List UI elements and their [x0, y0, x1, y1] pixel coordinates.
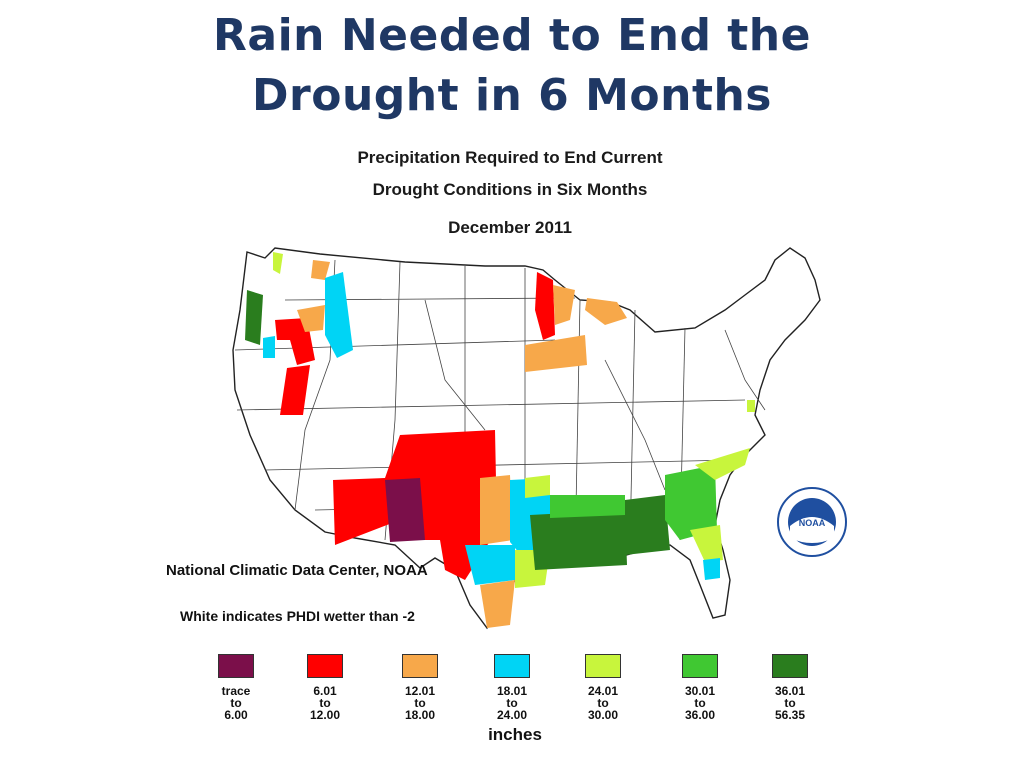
region-light-green	[747, 400, 755, 412]
map-title-line1: Precipitation Required to End Current	[357, 148, 663, 167]
region-orange	[480, 580, 515, 628]
legend-item-1: trace to 6.00	[196, 654, 276, 721]
region-orange	[585, 298, 627, 325]
legend-swatch	[402, 654, 438, 678]
region-light-green	[695, 448, 750, 480]
legend-item-5: 24.01 to 30.00	[563, 654, 643, 721]
noaa-logo-text: NOAA	[799, 518, 826, 528]
legend-swatch	[494, 654, 530, 678]
legend-label: 12.00	[309, 708, 341, 722]
slide-title-line2: Drought in 6 Months	[252, 70, 772, 121]
legend-label: 36.01	[774, 684, 806, 698]
legend-label: to	[784, 696, 796, 710]
legend-swatch	[307, 654, 343, 678]
region-orange	[553, 285, 575, 325]
map-date: December 2011	[448, 218, 572, 237]
region-green	[665, 465, 717, 540]
region-light-green	[273, 252, 283, 274]
slide-title: Rain Needed to End the Drought in 6 Mont…	[0, 6, 1024, 126]
region-dark-green	[530, 510, 627, 570]
region-orange	[311, 260, 330, 280]
region-red	[535, 272, 555, 340]
region-cyan	[263, 336, 275, 358]
legend-label: 30.00	[587, 708, 619, 722]
legend-item-2: 6.01 to 12.00	[285, 654, 365, 721]
legend-label: to	[506, 696, 518, 710]
legend-label: 12.01	[404, 684, 436, 698]
legend-swatch	[772, 654, 808, 678]
slide-title-line1: Rain Needed to End the	[213, 10, 811, 61]
map-title-line2: Drought Conditions in Six Months	[372, 180, 648, 199]
region-red	[280, 365, 310, 415]
region-orange	[525, 335, 587, 372]
legend: trace to 6.00 6.01 to 12.00 12.01 to 18.00 18.…	[0, 654, 1024, 734]
legend-label: to	[319, 696, 331, 710]
legend-label: trace	[221, 684, 251, 698]
region-dark-green	[245, 290, 263, 345]
note-label: White indicates PHDI wetter than -2	[180, 608, 415, 624]
legend-label: to	[414, 696, 426, 710]
legend-label: 24.00	[496, 708, 528, 722]
legend-item-7: 36.01 to 56.35	[750, 654, 830, 721]
region-cyan	[465, 545, 515, 585]
region-dark-green	[625, 495, 670, 555]
legend-label: to	[597, 696, 609, 710]
legend-label: to	[230, 696, 242, 710]
drought-regions	[245, 252, 755, 628]
legend-item-3: 12.01 to 18.00	[380, 654, 460, 721]
legend-label: 36.00	[684, 708, 716, 722]
source-label: National Climatic Data Center, NOAA	[166, 562, 428, 579]
legend-swatch	[682, 654, 718, 678]
us-drought-map	[232, 247, 821, 630]
legend-label: 30.01	[684, 684, 716, 698]
legend-swatch	[585, 654, 621, 678]
region-cyan	[325, 272, 353, 358]
region-cyan	[703, 558, 720, 580]
region-orange	[480, 475, 513, 545]
legend-label: 56.35	[774, 708, 806, 722]
region-light-green	[525, 475, 550, 498]
legend-label: 24.01	[587, 684, 619, 698]
legend-label: 18.00	[404, 708, 436, 722]
legend-label: to	[694, 696, 706, 710]
legend-swatch	[218, 654, 254, 678]
noaa-logo: NOAA	[777, 487, 847, 557]
legend-label: 18.01	[496, 684, 528, 698]
region-green	[550, 495, 625, 518]
legend-item-4: 18.01 to 24.00	[472, 654, 552, 721]
legend-item-6: 30.01 to 36.00	[660, 654, 740, 721]
legend-label: 6.01	[313, 684, 337, 698]
region-maroon	[385, 478, 425, 542]
units-label: inches	[488, 725, 542, 744]
region-light-green	[690, 525, 723, 562]
legend-label: 6.00	[224, 708, 248, 722]
region-orange	[297, 305, 325, 332]
